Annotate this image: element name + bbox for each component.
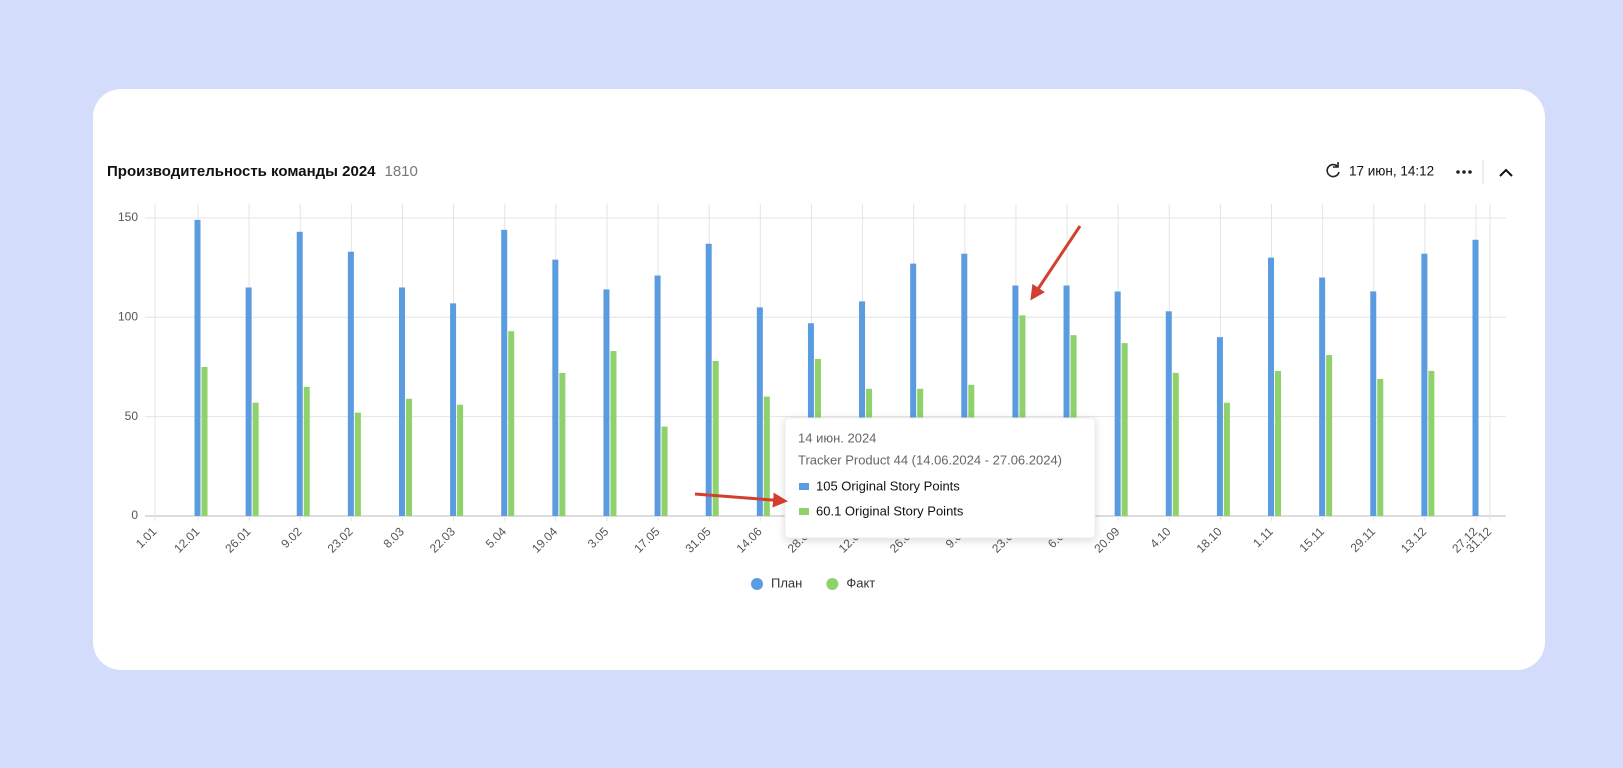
bar xyxy=(763,396,770,516)
bar xyxy=(303,386,310,516)
y-tick-label: 0 xyxy=(131,508,138,522)
bar xyxy=(1377,378,1384,516)
bar xyxy=(508,331,515,516)
bar xyxy=(1121,343,1128,516)
bar xyxy=(603,289,610,516)
bar xyxy=(1268,257,1275,516)
bar xyxy=(1421,253,1428,517)
tooltip-date: 14 июн. 2024 xyxy=(798,430,876,445)
y-tick-label: 50 xyxy=(125,409,139,423)
bar xyxy=(1370,291,1377,516)
bar xyxy=(1223,402,1230,516)
annotation-arrow xyxy=(1030,225,1082,301)
bar xyxy=(552,259,559,516)
bar xyxy=(1428,370,1435,516)
bar xyxy=(296,231,303,516)
refresh-icon[interactable] xyxy=(1326,162,1340,178)
tooltip-swatch xyxy=(799,508,809,515)
bar xyxy=(756,307,763,516)
tooltip-swatch xyxy=(799,483,809,490)
bar xyxy=(1319,277,1326,516)
bar xyxy=(1012,285,1019,516)
bar xyxy=(1019,315,1026,516)
bar xyxy=(1114,291,1121,516)
bar xyxy=(1275,370,1282,516)
bar xyxy=(1063,285,1070,516)
bar xyxy=(654,275,661,516)
bar xyxy=(457,404,464,516)
tooltip-sprint: Tracker Product 44 (14.06.2024 - 27.06.2… xyxy=(798,452,1062,467)
bar xyxy=(347,251,354,516)
bar xyxy=(252,402,259,516)
bar xyxy=(1172,372,1179,516)
more-button[interactable] xyxy=(1456,170,1472,174)
bar xyxy=(1326,355,1333,516)
y-tick-label: 100 xyxy=(118,309,138,323)
bar xyxy=(405,398,412,516)
bar xyxy=(1165,311,1172,516)
bar xyxy=(559,372,566,516)
tooltip-line: 105 Original Story Points xyxy=(816,478,960,493)
count: 1810 xyxy=(385,163,418,180)
bar xyxy=(705,243,712,516)
bar xyxy=(1472,239,1479,517)
bar xyxy=(201,366,208,516)
tooltip-line: 60.1 Original Story Points xyxy=(816,503,964,518)
tooltip: 14 июн. 2024 Tracker Product 44 (14.06.2… xyxy=(784,417,1096,539)
bar xyxy=(398,287,405,516)
bar xyxy=(501,229,508,516)
bar xyxy=(245,287,252,516)
legend-marker xyxy=(826,578,839,590)
bar xyxy=(961,253,968,517)
bar xyxy=(859,301,866,516)
legend-marker xyxy=(751,578,763,590)
bar xyxy=(610,351,617,516)
bar xyxy=(1216,337,1223,516)
legend-label: План xyxy=(771,575,802,590)
annotation-arrow xyxy=(694,492,788,508)
bar xyxy=(354,412,361,516)
collapse-button[interactable] xyxy=(1499,168,1513,177)
bar xyxy=(450,303,457,516)
y-tick-label: 150 xyxy=(118,210,138,224)
updated-time: 17 июн, 14:12 xyxy=(1349,164,1434,179)
bar xyxy=(712,360,719,516)
tooltip-box xyxy=(784,417,1096,539)
bar xyxy=(661,426,668,516)
bar xyxy=(910,263,917,516)
title: Производительность команды 2024 xyxy=(107,163,376,180)
legend-label: Факт xyxy=(846,575,875,590)
bar xyxy=(194,219,201,517)
